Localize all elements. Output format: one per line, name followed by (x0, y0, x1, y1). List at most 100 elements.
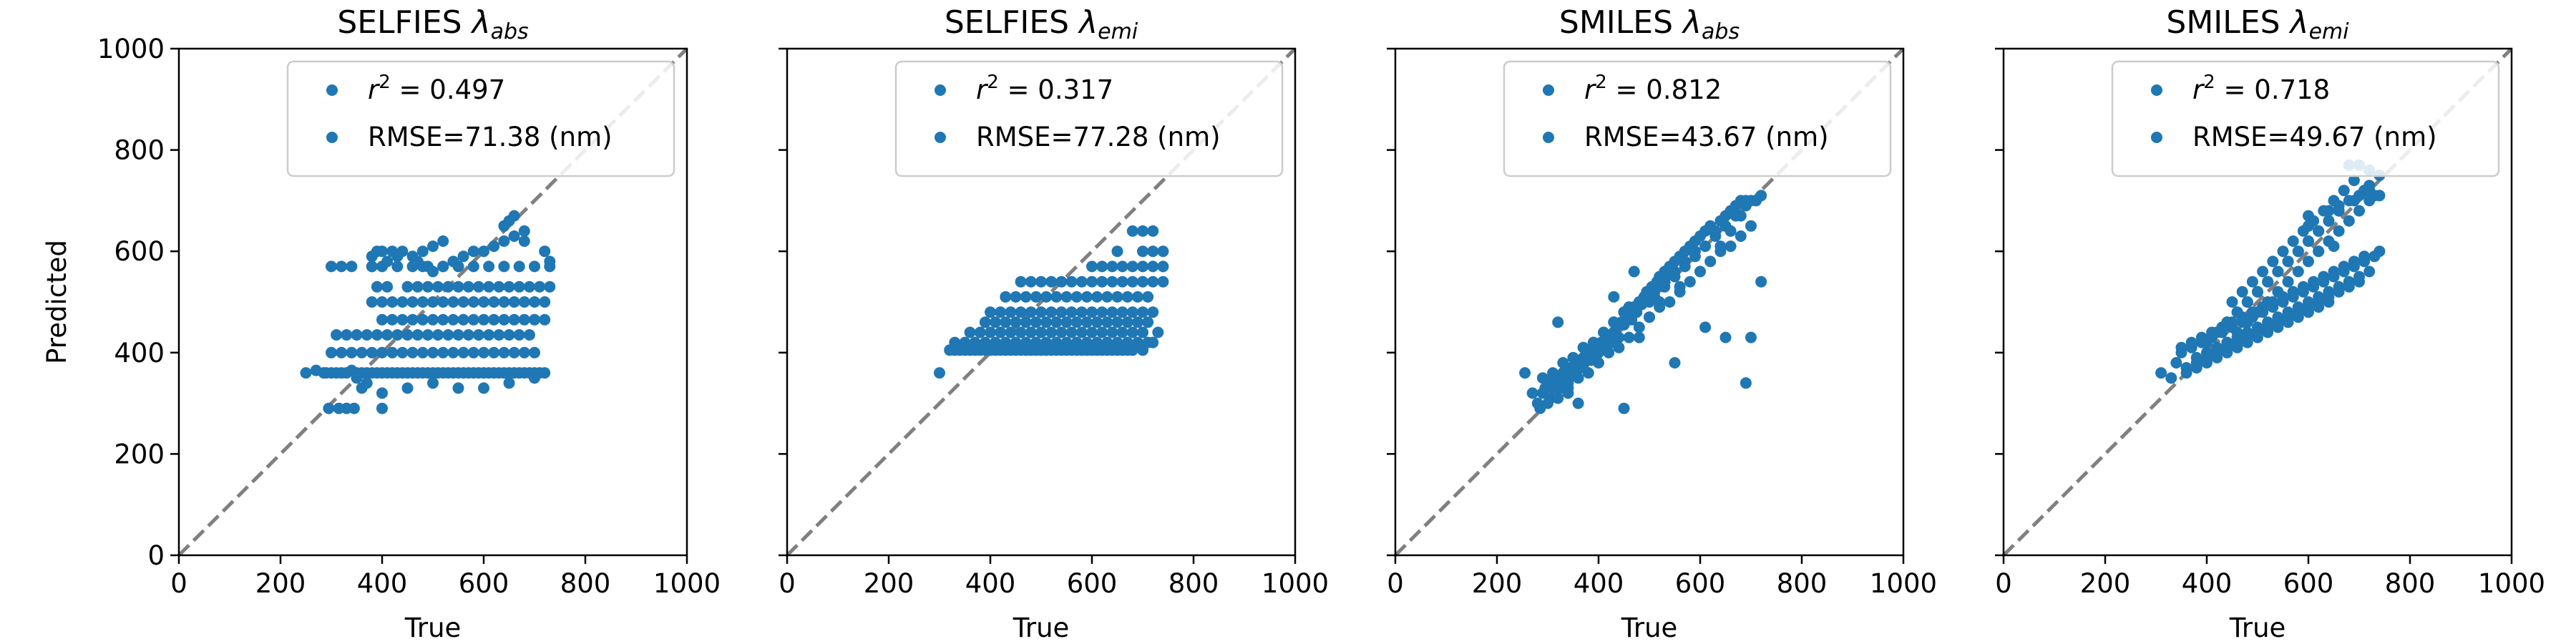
data-point (1724, 225, 1737, 237)
data-point (386, 346, 399, 358)
data-point (1147, 306, 1159, 318)
data-point (376, 346, 388, 358)
y-tick-label: 0 (147, 540, 165, 571)
data-point (427, 313, 439, 326)
data-point (437, 260, 449, 273)
data-point (1096, 260, 1108, 273)
data-point (513, 280, 525, 293)
data-point (1075, 275, 1088, 288)
data-point (467, 313, 479, 326)
title-subscript: emi (1098, 19, 1138, 44)
data-point (376, 402, 388, 414)
data-point (406, 313, 419, 326)
data-point (2226, 296, 2238, 308)
data-point (447, 255, 459, 268)
data-point (995, 306, 1007, 318)
data-point (341, 329, 353, 341)
data-point (1111, 316, 1123, 328)
data-point (457, 313, 469, 326)
title-base: SMILES (1559, 4, 1683, 41)
data-point (1572, 397, 1584, 409)
data-point (1137, 245, 1148, 258)
data-point (1075, 306, 1088, 318)
data-point (1025, 326, 1037, 338)
data-point (2348, 195, 2360, 207)
data-point (437, 313, 449, 326)
data-point (336, 260, 348, 273)
data-point (1096, 326, 1108, 338)
data-point (1526, 387, 1538, 399)
data-point (2211, 351, 2223, 364)
data-point (544, 255, 556, 268)
data-point (472, 329, 484, 341)
data-point (386, 296, 399, 308)
data-point (1659, 270, 1671, 283)
data-point (1598, 326, 1610, 338)
data-point (1111, 291, 1123, 303)
data-point (1086, 306, 1098, 318)
scatter-series (2155, 159, 2386, 384)
x-tick-label: 400 (1574, 568, 1624, 599)
data-point (2221, 346, 2233, 358)
data-point (1694, 265, 1706, 278)
data-point (2155, 367, 2167, 379)
data-point (371, 280, 383, 293)
data-point (1137, 306, 1148, 318)
data-point (1567, 351, 1579, 364)
data-point (1075, 326, 1088, 338)
data-point (2252, 331, 2263, 343)
data-point (1091, 291, 1103, 303)
data-point (2211, 326, 2223, 338)
data-point (1669, 357, 1681, 369)
data-point (2313, 245, 2325, 258)
title-base: SELFIES (945, 4, 1079, 41)
data-point (437, 296, 449, 308)
x-tick-label: 800 (2385, 568, 2436, 599)
data-point (523, 329, 535, 341)
data-point (498, 260, 510, 273)
x-tick-label: 0 (170, 568, 187, 599)
data-point (391, 329, 404, 341)
legend: r2 = 0.812 RMSE=43.67 (nm) (1503, 60, 1892, 177)
data-point (529, 313, 540, 326)
x-tick-label: 800 (1169, 568, 1219, 599)
data-point (411, 280, 424, 293)
data-point (539, 245, 551, 258)
legend-entry: r2 = 0.718 (2192, 72, 2330, 105)
data-point (1740, 195, 1752, 207)
data-point (1598, 336, 1610, 348)
legend-value: = 0.497 (391, 74, 505, 105)
data-point (457, 346, 469, 358)
data-point (452, 382, 464, 394)
data-point (2303, 306, 2314, 318)
data-point (529, 346, 540, 358)
data-point (498, 296, 510, 308)
legend-box (1503, 60, 1892, 177)
data-point (539, 296, 551, 308)
data-point (488, 346, 500, 358)
data-point (1131, 291, 1143, 303)
data-point (1035, 326, 1047, 338)
data-point (1147, 225, 1159, 237)
legend: r2 = 0.317 RMSE=77.28 (nm) (894, 60, 1284, 177)
data-point (1045, 306, 1058, 318)
data-point (518, 235, 530, 247)
data-point (396, 346, 409, 358)
data-point (513, 260, 525, 273)
data-point (1070, 336, 1083, 348)
data-point (1020, 316, 1032, 328)
data-point (523, 280, 535, 293)
data-point (2323, 296, 2335, 308)
x-tick-label: 200 (255, 568, 306, 599)
data-point (1147, 275, 1159, 288)
data-point (1101, 291, 1113, 303)
data-point (539, 367, 551, 379)
data-point (508, 313, 520, 326)
legend-symbol: r (1584, 74, 1597, 105)
data-point (1086, 326, 1098, 338)
data-point (1106, 326, 1118, 338)
data-point (421, 280, 434, 293)
data-point (2343, 215, 2355, 227)
data-point (336, 346, 348, 358)
